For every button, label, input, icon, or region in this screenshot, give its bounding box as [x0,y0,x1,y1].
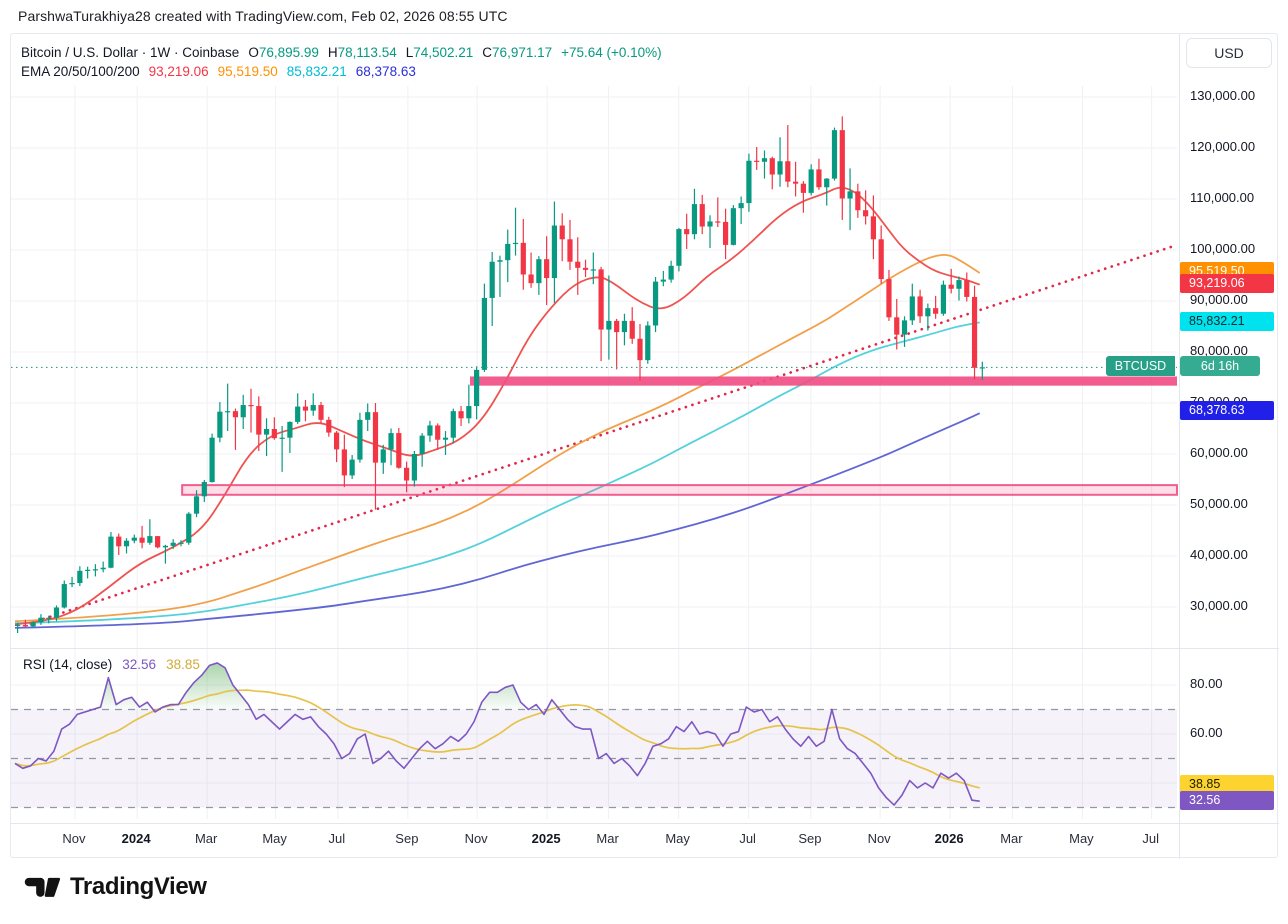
tradingview-brand-text: TradingView [70,873,207,900]
time-tick-label: Nov [464,831,488,846]
symbol-title[interactable]: Bitcoin / U.S. Dollar · 1W · Coinbase [21,45,240,60]
rsi-ma-value: 38.85 [166,657,200,672]
ohlc-close: C76,971.17 [482,45,553,60]
time-tick-label: Mar [194,831,218,846]
price-tick-label: 30,000.00 [1190,598,1248,613]
ema100-value: 85,832.21 [286,64,347,79]
ema200-badge: 68,378.63 [1180,400,1274,420]
rsi-tick-label: 80.00 [1190,676,1223,691]
rsi-current-value: 32.56 [122,657,157,672]
time-tick-label: Sep [395,831,419,846]
ohlc-low: L74,502.21 [405,45,474,60]
ema-legend-title[interactable]: EMA 20/50/100/200 [21,64,140,79]
attribution-text: ParshwaTurakhiya28 created with TradingV… [18,8,508,24]
time-tick-label: Jul [328,831,346,846]
ema-legend-row: EMA 20/50/100/200 93,219.06 95,519.50 85… [21,62,662,81]
time-tick-label: Jul [1142,831,1159,846]
price-tick-label: 60,000.00 [1190,445,1248,460]
ema20-value: 93,219.06 [148,64,209,79]
ohlc-high: H78,113.54 [327,45,397,60]
time-tick-label: May [1069,831,1094,846]
time-tick-label: 2024 [121,831,151,846]
ema200-value: 68,378.63 [355,64,416,79]
ema100-badge: 85,832.21 [1180,311,1274,331]
ema50-value: 95,519.50 [217,64,278,79]
time-tick-label: 2026 [934,831,964,846]
chart-card: Bitcoin / U.S. Dollar · 1W · Coinbase O7… [10,33,1279,859]
currency-toggle-button[interactable]: USD [1186,38,1272,68]
tradingview-footer[interactable]: TradingView [24,872,207,902]
symbol-price-label: BTCUSD [1106,356,1175,377]
price-tick-label: 120,000.00 [1190,139,1256,154]
tradingview-logo-icon [24,877,61,897]
time-tick-label: Mar [596,831,619,846]
price-tick-label: 130,000.00 [1190,88,1256,103]
time-tick-label: Nov [62,831,86,846]
price-tick-label: 40,000.00 [1190,547,1248,562]
symbol-legend-row: Bitcoin / U.S. Dollar · 1W · Coinbase O7… [21,43,662,62]
bar-countdown-label: 6d 16h [1180,356,1260,377]
price-tick-label: 50,000.00 [1190,496,1248,511]
time-tick-label: May [262,831,287,846]
time-tick-label: Sep [798,831,822,846]
price-tick-label: 100,000.00 [1190,241,1256,256]
time-tick-label: Nov [867,831,891,846]
ema20-badge: 93,219.06 [1180,274,1274,294]
price-tick-label: 80,000.00 [1190,343,1248,358]
change-value: +75.64 (+0.10%) [561,45,662,60]
rsi-legend: RSI (14, close) 32.56 38.85 [23,657,200,672]
rsi-tick-label: 60.00 [1190,725,1223,740]
rsi-badge: 32.56 [1180,790,1274,810]
rsi-legend-title[interactable]: RSI (14, close) [23,657,113,672]
time-tick-label: Mar [1000,831,1023,846]
rsi-ma-badge: 38.85 [1180,775,1274,795]
time-tick-label: Jul [739,831,756,846]
time-tick-label: May [665,831,690,846]
time-tick-label: 2025 [531,831,561,846]
price-tick-label: 90,000.00 [1190,292,1248,307]
chart-legend: Bitcoin / U.S. Dollar · 1W · Coinbase O7… [21,43,662,81]
price-tick-label: 110,000.00 [1190,190,1255,205]
ohlc-open: O76,895.99 [248,45,319,60]
